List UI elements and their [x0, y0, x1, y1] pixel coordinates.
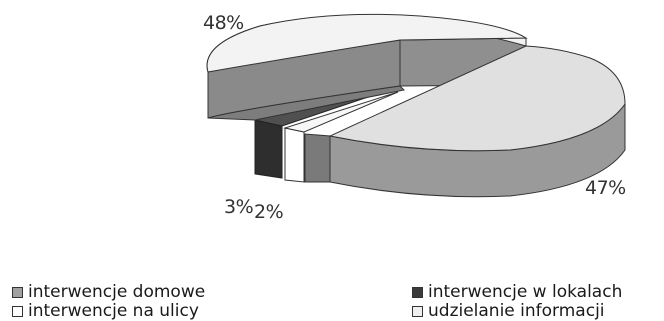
slice-top-gap [207, 85, 406, 121]
slice-top-udzielanie-informacji-main [206, 13, 528, 73]
legend-label: interwencje na ulicy [28, 301, 199, 321]
legend-item-interwencje-w-lokalach: interwencje w lokalach [412, 282, 622, 302]
data-label-interwencje-domowe: 47% [585, 177, 626, 199]
legend-item-interwencje-na-ulicy: interwencje na ulicy [12, 301, 199, 321]
data-label-interwencje-na-ulicy: 2% [254, 201, 284, 223]
legend-label: interwencje domowe [28, 282, 206, 302]
slice-side-interwencje-w-lokalach [254, 119, 283, 179]
legend-item-interwencje-domowe: interwencje domowe [12, 282, 205, 302]
legend-item-udzielanie-informacji: udzielanie informacji [412, 301, 605, 321]
legend-swatch [12, 306, 23, 317]
data-label-interwencje-w-lokalach: 3% [224, 196, 254, 218]
legend-label: interwencje w lokalach [428, 282, 623, 302]
slice-top-interwencje-na-ulicy [283, 91, 399, 133]
data-label-udzielanie-informacji: 48% [203, 12, 244, 34]
slice-side-interwencje-na-ulicy [284, 127, 305, 183]
legend-swatch [412, 306, 423, 317]
pie-chart [206, 13, 626, 198]
legend-swatch [12, 287, 23, 298]
legend-label: udzielanie informacji [428, 301, 605, 321]
legend-swatch [412, 287, 423, 298]
slice-side-interwencje-domowe-left [304, 133, 331, 183]
slice-top-interwencje-domowe [328, 45, 626, 152]
